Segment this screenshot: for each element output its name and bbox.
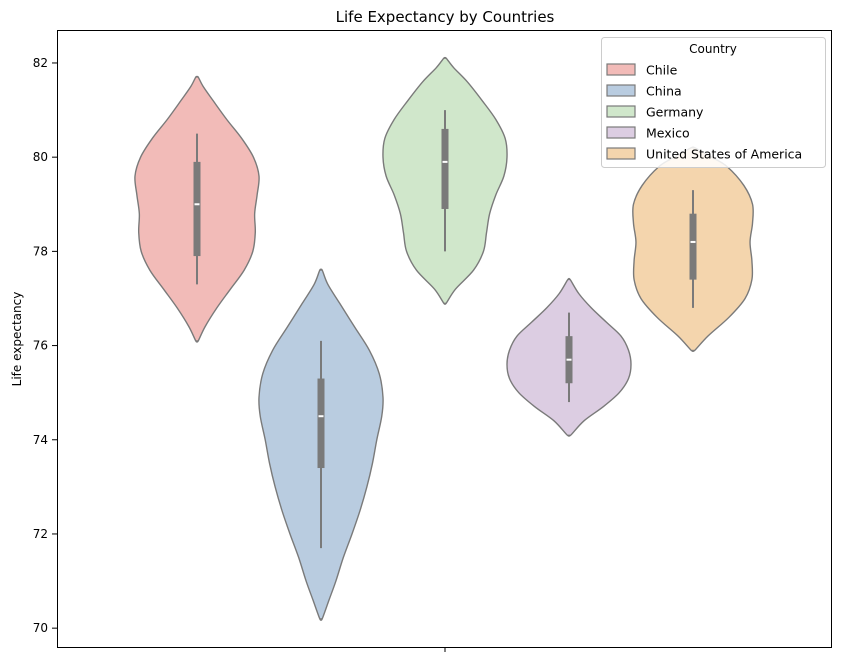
violin-chile (134, 75, 260, 343)
y-tick-label: 78 (33, 244, 48, 258)
legend-swatch (606, 84, 636, 97)
y-axis-ticks: 70 72 74 76 78 80 82 (33, 56, 57, 635)
violin-iqr-box (317, 378, 325, 469)
legend-label: Mexico (646, 126, 690, 141)
legend-swatch (606, 105, 636, 118)
violin-iqr-box (441, 128, 449, 209)
violin-germany (382, 56, 508, 305)
legend-item: Chile (606, 63, 678, 78)
legend-label: Chile (646, 63, 678, 78)
violin-iqr-box (193, 161, 201, 257)
legend-label: Germany (646, 105, 704, 120)
legend-swatch (606, 63, 636, 76)
y-tick-label: 82 (33, 56, 48, 70)
legend-swatch (606, 147, 636, 160)
legend-label: China (646, 84, 682, 99)
legend-title: Country (689, 42, 737, 56)
legend-label: United States of America (646, 147, 802, 162)
y-tick-label: 76 (33, 339, 48, 353)
legend-item: Germany (606, 105, 704, 120)
y-tick-label: 80 (33, 150, 48, 164)
legend-frame (601, 37, 826, 168)
legend: Country Chile China Germany Mexico United St… (601, 37, 826, 168)
violin-united-states-of-america (632, 146, 754, 353)
y-tick-label: 70 (33, 621, 48, 635)
legend-items: Chile China Germany Mexico United States of … (606, 63, 802, 162)
y-tick-label: 72 (33, 527, 48, 541)
violin-iqr-box (689, 213, 697, 280)
legend-item: China (606, 84, 682, 99)
violin-china (258, 268, 384, 621)
legend-item: United States of America (606, 147, 802, 162)
y-tick-label: 74 (33, 433, 48, 447)
plot-area (134, 56, 754, 621)
y-axis-label: Life expectancy (10, 292, 24, 387)
legend-swatch (606, 126, 636, 139)
legend-item: Mexico (606, 126, 690, 141)
chart-title: Life Expectancy by Countries (336, 8, 555, 26)
violin-mexico (506, 277, 632, 437)
